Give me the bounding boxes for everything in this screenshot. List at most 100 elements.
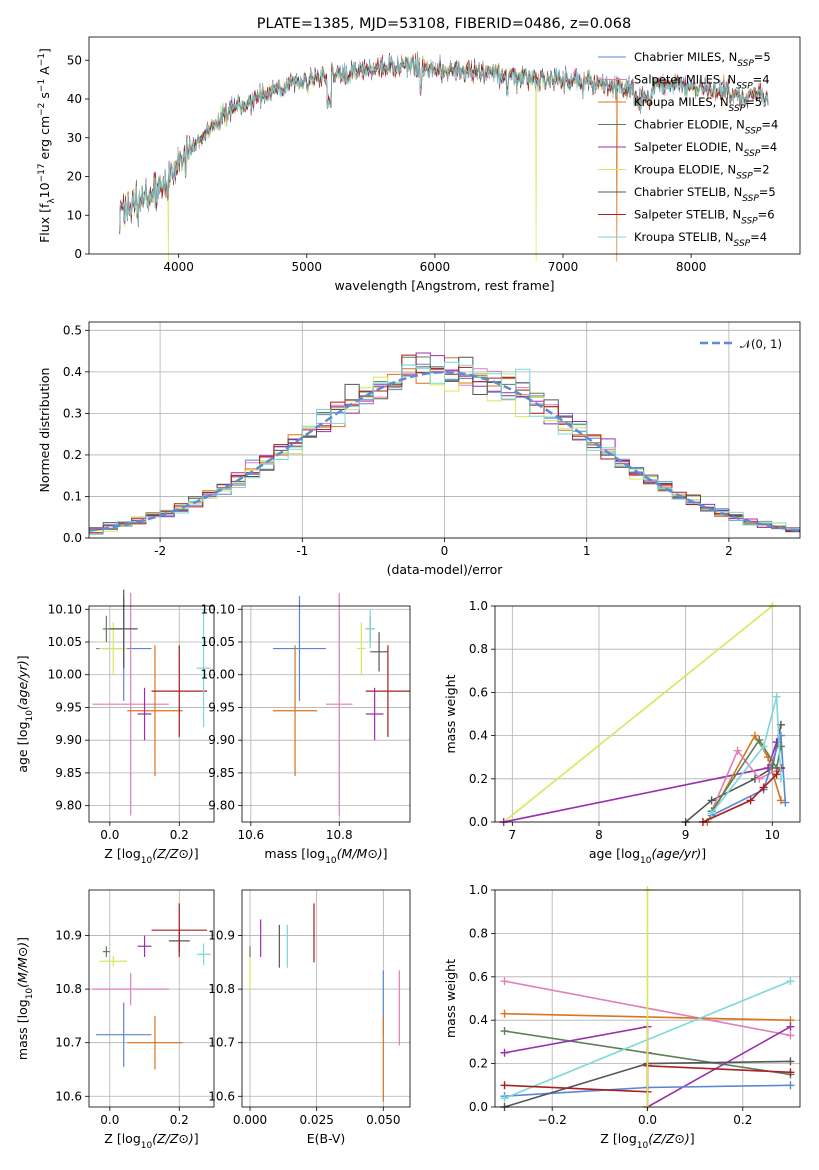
y-tick-label: 0.2 — [469, 772, 488, 786]
y-axis-label: Flux [fλ10−17 erg cm−2 s−1 A−1] — [37, 48, 57, 243]
y-tick-label: 9.95 — [55, 700, 82, 714]
plot-area — [92, 903, 211, 1070]
error-cross — [137, 935, 152, 957]
data-point — [776, 742, 785, 751]
spectrum-line — [119, 54, 769, 232]
y-tick-label: 0.0 — [469, 815, 488, 829]
error-cross — [102, 615, 110, 642]
x-tick-label: 0.0 — [100, 1113, 119, 1127]
data-point — [786, 1031, 795, 1040]
y-tick-label: 10.10 — [48, 602, 82, 616]
legend-label: Chabrier ELODIE, NSSP=4 — [634, 118, 778, 137]
y-tick-label: 0.4 — [63, 365, 82, 379]
y-tick-label: 1.0 — [469, 599, 488, 613]
y-tick-label: 9.85 — [208, 766, 235, 780]
plot-area — [92, 589, 211, 816]
y-tick-label: 0.8 — [469, 926, 488, 940]
error-cross — [95, 1002, 152, 1067]
x-axis-label: Z [log10(Z/Z⊙)] — [600, 1131, 694, 1151]
grid-lines — [89, 890, 214, 1107]
x-tick-label: 0 — [441, 544, 449, 558]
error-cross — [102, 946, 110, 957]
mass-weight-line — [503, 605, 773, 823]
y-tick-label: 20 — [67, 170, 82, 184]
x-axis-label: Z [log10(Z/Z⊙)] — [104, 846, 198, 866]
legend-label: 𝒩(0, 1) — [740, 337, 782, 351]
y-tick-label: 0.3 — [63, 406, 82, 420]
plot-area — [119, 51, 769, 262]
y-tick-label: 0.0 — [63, 531, 82, 545]
legend-label: Chabrier MILES, NSSP=5 — [634, 50, 771, 69]
x-axis-label: wavelength [Angstrom, rest frame] — [334, 278, 554, 293]
error-cross — [196, 943, 211, 966]
legend-label: Kroupa STELIB, NSSP=4 — [634, 230, 767, 249]
axis-ticks: -2 -1 0 1 2 0.0 0.1 0.2 0.3 0.4 0.5 — [63, 323, 733, 558]
legend-label: Kroupa ELODIE, NSSP=2 — [634, 163, 770, 182]
x-tick-label: 0.0 — [100, 828, 119, 842]
axes-frame — [241, 605, 411, 823]
y-tick-label: 10.9 — [55, 929, 82, 943]
x-tick-label: -1 — [296, 544, 308, 558]
legend-label: Salpeter STELIB, NSSP=6 — [634, 208, 775, 227]
y-tick-label: 10.05 — [48, 635, 82, 649]
age-vs-mass-panel: 10.6 10.8 9.80 9.85 9.90 9.95 10.00 10.05 10.10 m… — [201, 592, 411, 866]
y-tick-label: 10.6 — [208, 1089, 235, 1103]
data-point — [500, 1081, 509, 1090]
error-cross — [356, 622, 366, 675]
error-cross — [99, 622, 128, 675]
y-tick-label: 9.80 — [208, 799, 235, 813]
y-tick-label: 1.0 — [469, 883, 488, 897]
x-tick-label: 10.6 — [237, 828, 264, 842]
y-tick-label: 10.00 — [201, 668, 235, 682]
data-point — [786, 1057, 795, 1066]
axes-frame — [88, 36, 801, 255]
y-tick-label: 0.6 — [469, 685, 488, 699]
y-tick-label: 40 — [67, 92, 82, 106]
plot-area — [272, 592, 410, 816]
data-point — [786, 1022, 795, 1031]
error-cross — [151, 645, 208, 737]
error-cross — [326, 592, 353, 816]
x-axis-label: mass [log10(M/M⊙)] — [264, 846, 387, 866]
x-tick-label: 8000 — [676, 260, 707, 274]
x-tick-label: 7 — [509, 828, 517, 842]
data-point — [733, 746, 742, 755]
residual-histogram-panel: -2 -1 0 1 2 0.0 0.1 0.2 0.3 0.4 0.5 (data-model)/er… — [37, 321, 801, 577]
mass-weight-line — [710, 738, 782, 812]
error-cross — [151, 903, 208, 957]
y-tick-label: 10.8 — [55, 982, 82, 996]
y-tick-label: 10.9 — [208, 929, 235, 943]
y-tick-label: 9.80 — [55, 799, 82, 813]
x-tick-label: 0.2 — [733, 1113, 752, 1127]
error-cross — [196, 609, 211, 728]
x-tick-label: 0.000 — [233, 1113, 267, 1127]
x-tick-label: 0.2 — [170, 1113, 189, 1127]
data-point — [786, 1081, 795, 1090]
y-axis-label: mass [log10(M/M⊙)] — [15, 937, 35, 1060]
axes-frame — [241, 889, 411, 1108]
data-point — [786, 1068, 795, 1077]
data-point — [750, 731, 759, 740]
x-tick-label: −0.2 — [538, 1113, 567, 1127]
error-cross — [365, 645, 410, 737]
axes-frame — [88, 321, 801, 539]
x-axis-label: E(B-V) — [307, 1131, 346, 1146]
y-tick-label: 9.95 — [208, 700, 235, 714]
axis-ticks: 7 8 9 10 0.0 0.2 0.4 0.6 0.8 1.0 — [469, 599, 780, 842]
axes-frame — [88, 605, 215, 823]
data-point — [707, 809, 716, 818]
data-point — [500, 1027, 509, 1036]
axes-frame — [88, 889, 215, 1108]
axis-ticks: 10.6 10.8 9.80 9.85 9.90 9.95 10.00 10.05 10.10 — [201, 602, 353, 842]
normal-curve — [88, 371, 801, 532]
y-tick-label: 10.00 — [48, 668, 82, 682]
mass-weight-line — [711, 735, 787, 817]
mass-weight-line — [710, 696, 782, 814]
data-point — [500, 1009, 509, 1018]
data-point — [707, 796, 716, 805]
x-tick-label: 8 — [595, 828, 603, 842]
legend-label: Kroupa MILES, NSSP=5 — [634, 95, 762, 114]
y-tick-label: 0.1 — [63, 489, 82, 503]
x-tick-label: -2 — [154, 544, 166, 558]
data-point — [759, 742, 768, 751]
